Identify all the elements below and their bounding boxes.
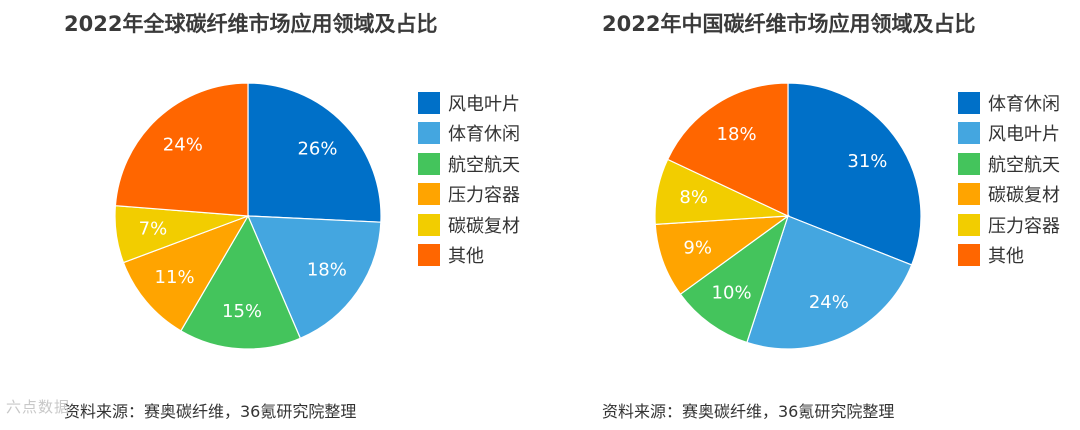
legend-label: 其他 bbox=[988, 245, 1024, 267]
global-legend: 风电叶片 体育休闲 航空航天 压力容器 碳碳复材 其他 bbox=[418, 90, 520, 272]
slice-percent-label: 31% bbox=[847, 151, 887, 172]
legend-swatch bbox=[418, 183, 440, 206]
slice-percent-label: 24% bbox=[163, 135, 203, 156]
legend-item: 风电叶片 bbox=[418, 90, 520, 116]
slice-percent-label: 18% bbox=[717, 124, 757, 145]
china-chart-panel: 2022年中国碳纤维市场应用领域及占比 31% 24% 10% 9% 8% 18% 体育休… bbox=[540, 0, 1080, 430]
legend-item: 风电叶片 bbox=[958, 120, 1060, 146]
legend-label: 碳碳复材 bbox=[988, 185, 1060, 207]
pie-slice-4 bbox=[122, 214, 250, 332]
pie-slice-2 bbox=[247, 215, 382, 340]
pie-slice-3 bbox=[180, 214, 302, 350]
pie-slice-6 bbox=[666, 82, 789, 217]
china-pie-chart: 31% 24% 10% 9% 8% 18% bbox=[654, 82, 922, 350]
pie-slice-1 bbox=[247, 82, 382, 223]
legend-label: 压力容器 bbox=[988, 215, 1060, 237]
legend-label: 碳碳复材 bbox=[448, 215, 520, 237]
legend-swatch bbox=[958, 183, 980, 206]
pie-slice-6 bbox=[114, 82, 249, 217]
legend-swatch bbox=[958, 122, 980, 145]
china-chart-title: 2022年中国碳纤维市场应用领域及占比 bbox=[602, 12, 976, 36]
global-pie-chart: 26% 18% 15% 11% 7% 24% bbox=[114, 82, 382, 350]
pie-slice-1 bbox=[787, 82, 922, 266]
legend-item: 压力容器 bbox=[418, 181, 520, 207]
global-source-note: 资料来源：赛奥碳纤维，36氪研究院整理 bbox=[64, 402, 357, 421]
legend-swatch bbox=[418, 243, 440, 266]
legend-label: 航空航天 bbox=[448, 154, 520, 176]
pie-slice-2 bbox=[746, 215, 913, 350]
slice-percent-label: 24% bbox=[809, 292, 849, 313]
legend-label: 压力容器 bbox=[448, 185, 520, 207]
china-source-note: 资料来源：赛奥碳纤维，36氪研究院整理 bbox=[602, 402, 895, 421]
slice-percent-label: 9% bbox=[683, 238, 712, 259]
legend-label: 风电叶片 bbox=[988, 124, 1060, 146]
china-legend: 体育休闲 风电叶片 航空航天 碳碳复材 压力容器 其他 bbox=[958, 90, 1060, 272]
legend-label: 体育休闲 bbox=[448, 124, 520, 146]
legend-swatch bbox=[418, 152, 440, 175]
global-chart-title: 2022年全球碳纤维市场应用领域及占比 bbox=[64, 12, 438, 36]
watermark: 六点数据 bbox=[6, 398, 71, 416]
slice-percent-label: 18% bbox=[307, 260, 347, 281]
legend-item: 体育休闲 bbox=[418, 120, 520, 146]
legend-swatch bbox=[958, 92, 980, 114]
legend-item: 压力容器 bbox=[958, 212, 1060, 238]
legend-swatch bbox=[418, 92, 440, 114]
legend-item: 碳碳复材 bbox=[958, 181, 1060, 207]
legend-item: 航空航天 bbox=[418, 151, 520, 177]
legend-item: 体育休闲 bbox=[958, 90, 1060, 116]
global-chart-panel: 2022年全球碳纤维市场应用领域及占比 26% 18% 15% 11% 7% 24% 风电… bbox=[64, 12, 520, 421]
legend-label: 其他 bbox=[448, 245, 484, 267]
legend-item: 航空航天 bbox=[958, 151, 1060, 177]
legend-swatch bbox=[418, 213, 440, 236]
slice-percent-label: 8% bbox=[679, 187, 708, 208]
legend-label: 航空航天 bbox=[988, 154, 1060, 176]
legend-label: 体育休闲 bbox=[988, 94, 1060, 115]
legend-swatch bbox=[958, 152, 980, 175]
slice-percent-label: 11% bbox=[155, 267, 195, 288]
legend-swatch bbox=[958, 243, 980, 266]
legend-swatch bbox=[958, 213, 980, 236]
legend-swatch bbox=[418, 122, 440, 145]
legend-item: 其他 bbox=[418, 242, 520, 268]
slice-percent-label: 7% bbox=[139, 218, 168, 239]
slice-percent-label: 26% bbox=[297, 139, 337, 160]
slice-percent-label: 15% bbox=[222, 301, 262, 322]
slice-percent-label: 10% bbox=[712, 283, 752, 304]
pie-slice-3 bbox=[679, 214, 790, 344]
legend-item: 其他 bbox=[958, 242, 1060, 268]
legend-label: 风电叶片 bbox=[448, 94, 520, 115]
legend-item: 碳碳复材 bbox=[418, 212, 520, 238]
